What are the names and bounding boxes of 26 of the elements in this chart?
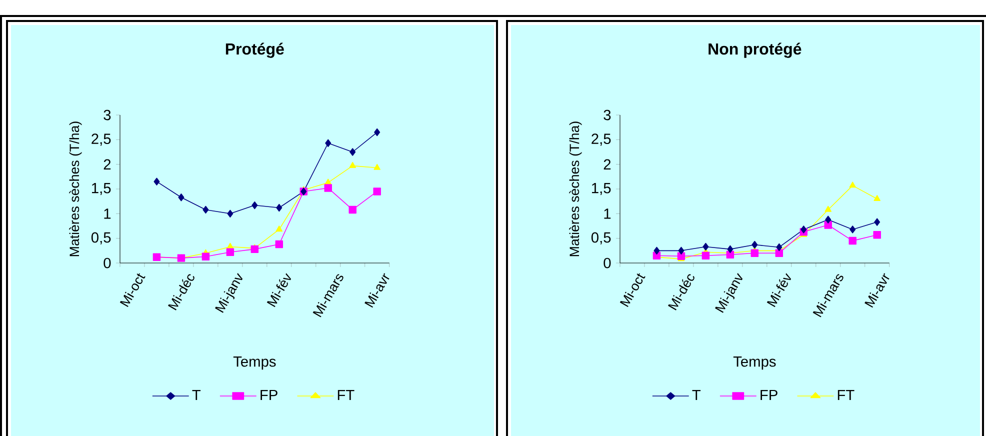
y-tick-label: 2,5 — [92, 134, 111, 146]
legend-label: FT — [838, 390, 854, 400]
y-tick-label: 2 — [104, 159, 111, 170]
y-tick-label: 1 — [104, 208, 111, 219]
y-tick-label: 3 — [104, 110, 111, 120]
y-axis-title: Matières sèches (T/ha) — [569, 122, 582, 256]
chart-title: Protégé — [226, 42, 284, 58]
y-tick-label: 0,5 — [91, 232, 111, 244]
chart-title: Non protégé — [708, 42, 802, 58]
y-tick-label: 3 — [604, 110, 611, 120]
legend-label: T — [692, 390, 701, 400]
y-tick-label: 0 — [104, 258, 111, 268]
y-axis-title: Matières sèches (T/ha) — [69, 122, 82, 256]
y-tick-label: 2 — [604, 159, 611, 170]
legend-label: FP — [760, 390, 778, 400]
y-tick-label: 0 — [604, 258, 611, 268]
y-tick-label: 2,5 — [592, 134, 611, 146]
x-axis-title: Temps — [233, 356, 276, 370]
y-tick-label: 0,5 — [591, 232, 611, 244]
y-tick-label: 1,5 — [592, 183, 611, 195]
y-tick-label: 1,5 — [92, 183, 111, 195]
x-axis-title: Temps — [733, 356, 776, 370]
legend-label: FT — [338, 390, 354, 400]
legend-label: T — [192, 390, 201, 400]
legend-label: FP — [260, 390, 278, 400]
y-tick-label: 1 — [604, 208, 611, 219]
